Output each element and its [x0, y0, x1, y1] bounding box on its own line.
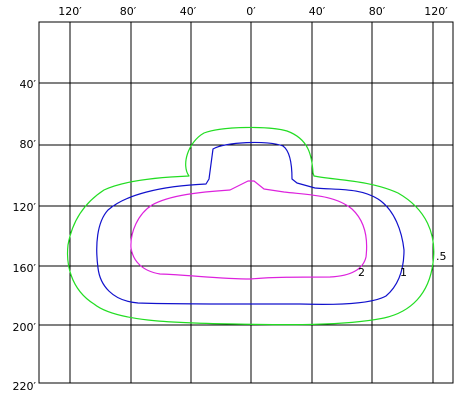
contours — [66, 126, 435, 326]
grid — [38, 21, 454, 384]
contour-1 — [96, 141, 405, 306]
x-tick-label: 120′ — [424, 5, 448, 18]
y-tick-label: 80′ — [20, 138, 37, 151]
y-axis-labels: 40′ 80′ 120′ 160′ 200′ 220′ — [13, 78, 37, 393]
y-tick-label: 200′ — [13, 321, 37, 334]
contour-labels: .5 1 2 — [358, 250, 447, 279]
y-tick-label: 40′ — [20, 78, 37, 91]
x-axis-labels: 120′ 80′ 40′ 0′ 40′ 80′ 120′ — [58, 5, 448, 18]
x-tick-label: 120′ — [58, 5, 82, 18]
x-tick-label: 80′ — [369, 5, 386, 18]
x-tick-label: 40′ — [309, 5, 326, 18]
contour-label-2: 2 — [358, 266, 365, 279]
contour-label-1: 1 — [400, 266, 407, 279]
y-tick-label: 220′ — [13, 380, 37, 393]
y-tick-label: 160′ — [13, 262, 37, 275]
x-tick-label: 40′ — [180, 5, 197, 18]
contour-2 — [130, 180, 368, 280]
x-tick-label: 80′ — [120, 5, 137, 18]
grid-frame — [38, 21, 454, 384]
x-tick-label: 0′ — [246, 5, 256, 18]
contour-label-0-5: .5 — [436, 250, 447, 263]
y-tick-label: 120′ — [13, 201, 37, 214]
contour-0-5 — [66, 126, 435, 326]
